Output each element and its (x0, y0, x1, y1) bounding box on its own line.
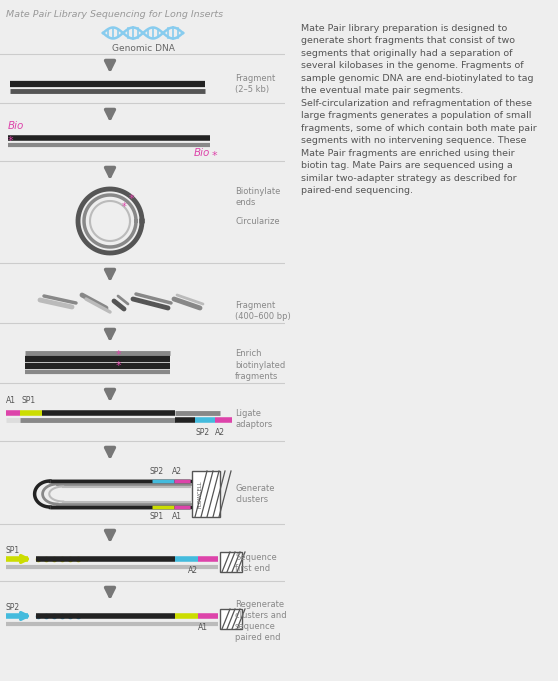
Text: Regenerate
clusters and
sequence
paired end: Regenerate clusters and sequence paired … (235, 600, 287, 642)
Text: A1: A1 (6, 396, 16, 405)
Bar (220, 552, 242, 572)
Text: SP2: SP2 (195, 428, 209, 437)
Text: *: * (122, 202, 127, 212)
Text: Generate
clusters: Generate clusters (235, 484, 275, 504)
Text: Genomic DNA: Genomic DNA (112, 44, 175, 53)
Text: Fragment
(2–5 kb): Fragment (2–5 kb) (235, 74, 275, 94)
Text: Circularize: Circularize (235, 217, 280, 225)
Text: Enrich
biotinylated
fragments: Enrich biotinylated fragments (235, 349, 285, 381)
Text: *: * (8, 136, 13, 146)
Text: *: * (115, 350, 121, 360)
Text: SP1: SP1 (22, 396, 36, 405)
Text: SP2: SP2 (6, 603, 20, 612)
Text: *: * (115, 361, 121, 371)
Text: Fragment
(400–600 bp): Fragment (400–600 bp) (235, 301, 291, 321)
Text: Bio: Bio (194, 148, 210, 158)
Text: A2: A2 (172, 467, 182, 476)
Text: FLOWCELL: FLOWCELL (197, 480, 202, 508)
Text: A1: A1 (198, 623, 208, 632)
Text: SP2: SP2 (150, 467, 164, 476)
Text: Ligate
adaptors: Ligate adaptors (235, 409, 272, 429)
Bar (192, 471, 220, 517)
Text: Bio: Bio (8, 121, 25, 131)
Text: Sequence
first end: Sequence first end (235, 553, 277, 573)
Text: *: * (129, 194, 134, 204)
Text: SP1: SP1 (150, 512, 164, 521)
Text: A1: A1 (172, 512, 182, 521)
Text: A2: A2 (215, 428, 225, 437)
Bar (220, 609, 242, 629)
Text: SP1: SP1 (6, 546, 20, 555)
Text: *: * (212, 151, 218, 161)
Text: Mate Pair library preparation is designed to
generate short fragments that consi: Mate Pair library preparation is designe… (301, 24, 537, 195)
Text: Mate Pair Library Sequencing for Long Inserts: Mate Pair Library Sequencing for Long In… (6, 10, 223, 19)
Text: Biotinylate
ends: Biotinylate ends (235, 187, 280, 207)
Text: A2: A2 (188, 566, 198, 575)
